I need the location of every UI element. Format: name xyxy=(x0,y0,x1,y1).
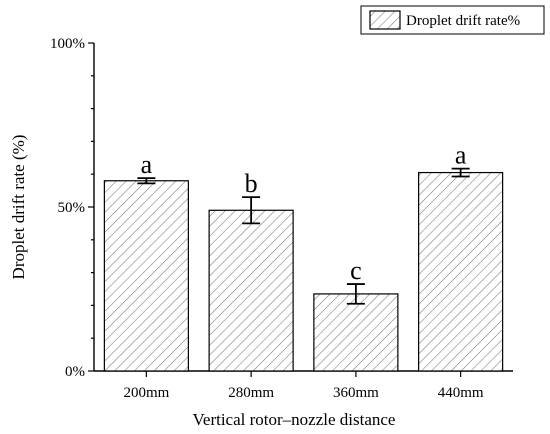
significance-label-440mm: a xyxy=(455,141,467,170)
legend-label: Droplet drift rate% xyxy=(406,13,520,29)
x-tick-label: 280mm xyxy=(228,385,274,401)
bar-280mm xyxy=(208,209,294,372)
significance-label-360mm: c xyxy=(350,256,362,285)
x-axis-title: Vertical rotor–nozzle distance xyxy=(193,410,396,429)
y-axis-title: Droplet drift rate (%) xyxy=(9,135,28,280)
y-tick-label: 100% xyxy=(50,36,85,52)
bar-200mm xyxy=(103,180,189,372)
x-tick-label: 440mm xyxy=(438,385,484,401)
legend-swatch xyxy=(369,10,401,30)
x-tick-label: 200mm xyxy=(123,385,169,401)
y-tick-label: 0% xyxy=(65,364,85,380)
legend: Droplet drift rate% xyxy=(360,5,545,35)
x-tick-label: 360mm xyxy=(333,385,379,401)
significance-label-280mm: b xyxy=(245,169,258,198)
bar-440mm xyxy=(418,171,504,372)
significance-label-200mm: a xyxy=(141,150,153,179)
y-tick-label: 50% xyxy=(58,200,86,216)
chart-marks: 0% 50% 100% a 200mm b 280mm c 360mm a 440mm xyxy=(50,36,513,401)
bar-360mm xyxy=(313,293,399,372)
